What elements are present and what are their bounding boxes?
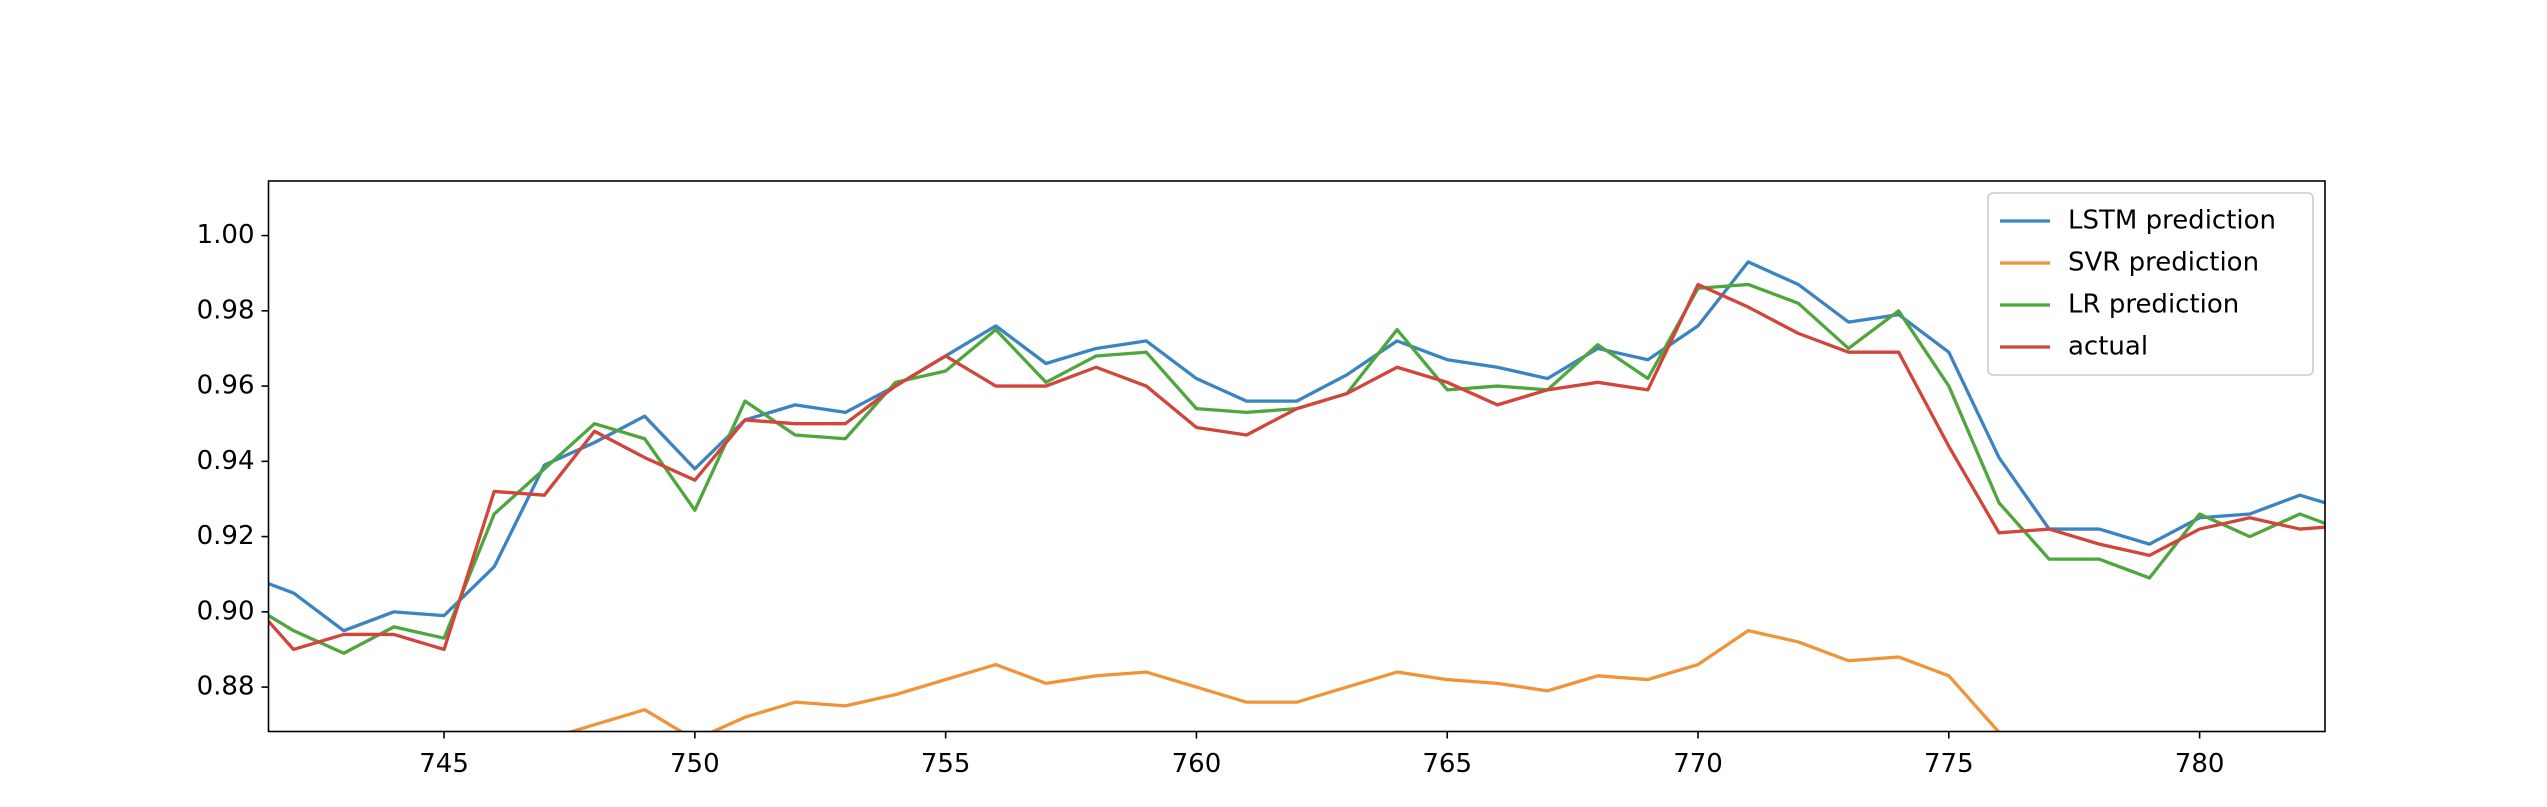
x-tick-label: 770 — [1673, 749, 1723, 779]
y-tick-label: 0.98 — [197, 295, 255, 325]
y-tick-label: 0.88 — [197, 672, 255, 702]
legend-box — [1987, 192, 2314, 376]
x-tick-label: 760 — [1172, 749, 1222, 779]
y-tick-label: 0.90 — [197, 596, 255, 626]
series-line — [268, 282, 2325, 652]
legend-label: SVR prediction — [2068, 248, 2259, 278]
x-tick-label: 750 — [670, 749, 720, 779]
y-tick-label: 0.96 — [197, 371, 255, 401]
axes-frame — [267, 180, 2326, 733]
series-line — [566, 629, 2001, 732]
legend-label: LSTM prediction — [2068, 206, 2276, 236]
y-tick-label: 0.94 — [197, 446, 255, 476]
series-line — [268, 260, 2325, 633]
x-tick-label: 765 — [1422, 749, 1472, 779]
y-tick-label: 0.92 — [197, 521, 255, 551]
legend-label: actual — [2068, 332, 2148, 362]
y-tick-label: 1.00 — [197, 220, 255, 250]
x-tick-label: 745 — [419, 749, 469, 779]
x-tick-label: 775 — [1924, 749, 1974, 779]
x-tick-label: 780 — [2175, 749, 2225, 779]
plot-area — [268, 260, 2325, 732]
x-tick-label: 755 — [921, 749, 971, 779]
legend-label: LR prediction — [2068, 290, 2239, 320]
